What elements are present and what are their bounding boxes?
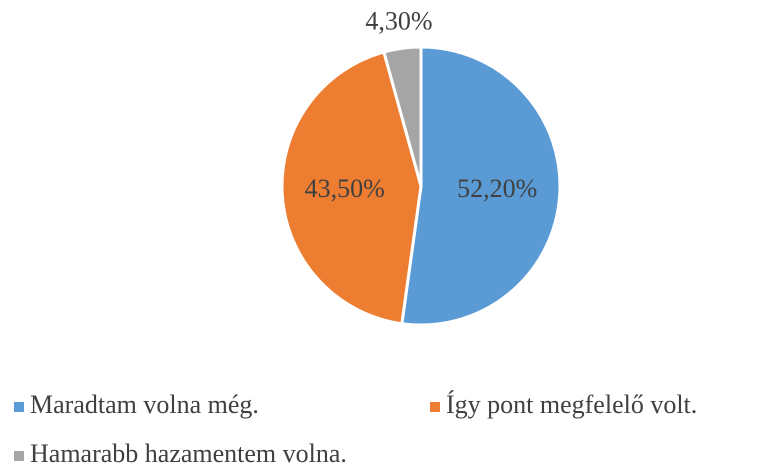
legend-swatch [14, 402, 24, 412]
pie-slice [382, 45, 423, 187]
legend-swatch [430, 402, 440, 412]
data-label: 4,30% [365, 6, 432, 35]
data-label: 52,20% [457, 174, 537, 203]
legend-swatch [14, 451, 24, 461]
data-label: 43,50% [305, 174, 385, 203]
pie-slice [280, 50, 423, 326]
legend-label: Maradtam volna még. [30, 390, 259, 419]
pie-slice [400, 45, 562, 327]
legend-label: Így pont megfelelő volt. [446, 390, 697, 419]
legend-label: Hamarabb hazamentem volna. [30, 439, 347, 468]
